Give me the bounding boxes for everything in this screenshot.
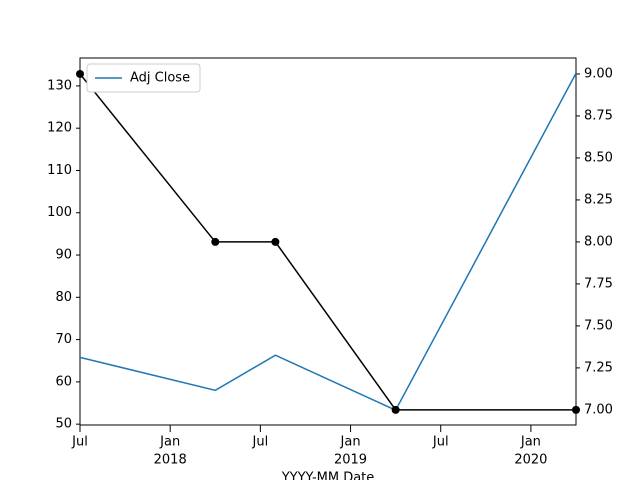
series-marker <box>211 237 220 246</box>
x-tick-label: Jan <box>340 435 361 450</box>
x-tick-year: 2018 <box>154 453 187 468</box>
series-marker <box>76 69 84 78</box>
series-line <box>79 72 577 412</box>
y2-tick-label: 7.50 <box>584 318 613 333</box>
y2-tick-label: 7.00 <box>584 402 613 417</box>
y-tick-label: 110 <box>47 163 72 178</box>
x-tick-label: Jul <box>252 435 269 450</box>
y-tick-label: 90 <box>55 248 72 263</box>
y-tick-label: 120 <box>47 121 72 136</box>
y2-tick-label: 8.75 <box>584 108 613 123</box>
x-tick-label: Jul <box>71 435 88 450</box>
y2-tick-label: 8.50 <box>584 150 613 165</box>
y-tick-label: 80 <box>55 290 72 305</box>
y-tick-label: 70 <box>55 332 72 347</box>
y2-tick-label: 8.25 <box>584 192 613 207</box>
series-marker <box>271 237 280 246</box>
plot-frame <box>79 57 577 426</box>
y2-tick-label: 8.00 <box>584 234 613 249</box>
legend-label: Adj Close <box>130 71 190 86</box>
x-tick-label: Jan <box>159 435 180 450</box>
y-tick-label: 60 <box>55 374 72 389</box>
y2-tick-label: 7.75 <box>584 276 613 291</box>
y2-tick-label: 9.00 <box>584 66 613 81</box>
x-axis-label: YYYY-MM Date <box>281 471 375 480</box>
x-tick-year: 2019 <box>334 453 367 468</box>
series-marker <box>572 405 580 414</box>
x-tick-label: Jul <box>432 435 449 450</box>
y-tick-label: 100 <box>47 205 72 220</box>
x-tick-label: Jan <box>520 435 541 450</box>
y-tick-label: 50 <box>55 417 72 432</box>
x-tick-year: 2020 <box>514 453 547 468</box>
series-line <box>79 73 576 411</box>
legend-box <box>86 63 201 93</box>
y2-tick-label: 7.25 <box>584 360 613 375</box>
series-marker <box>391 405 400 414</box>
y-tick-label: 130 <box>47 78 72 93</box>
